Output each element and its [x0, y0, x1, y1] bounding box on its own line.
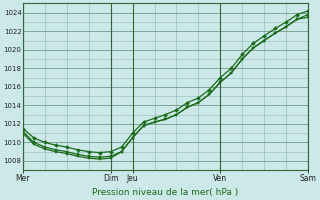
- X-axis label: Pression niveau de la mer( hPa ): Pression niveau de la mer( hPa ): [92, 188, 239, 197]
